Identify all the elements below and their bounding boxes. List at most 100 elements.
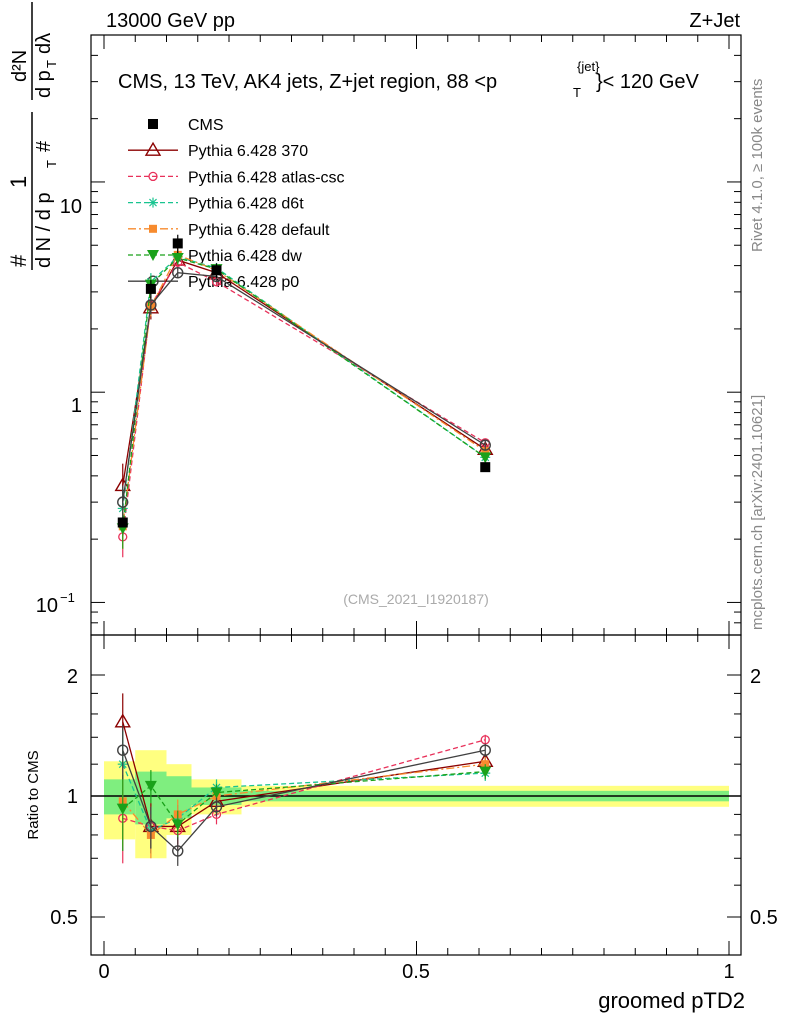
marker-open-circle [145, 820, 157, 833]
series-d6t [117, 250, 491, 535]
lower-ticks [91, 635, 741, 955]
marker-down-triangle [144, 780, 157, 792]
marker-down-triangle [210, 787, 223, 799]
legend-label: Pythia 6.428 dw [188, 248, 302, 265]
point [479, 452, 492, 464]
marker-open-circle [172, 267, 184, 279]
marker-data-square [211, 265, 222, 276]
title-sub: T [573, 85, 581, 100]
marker-data-square [117, 517, 128, 528]
marker-square [481, 447, 490, 456]
legend-entry: Pythia 6.428 d6t [128, 196, 304, 213]
ratio-ytick-label-05-right: 0.5 [750, 907, 778, 929]
ylabel-hash2: # [33, 140, 55, 152]
ratio-point [210, 801, 223, 813]
series-dw [116, 251, 492, 549]
marker-square [149, 224, 157, 233]
series-line [122, 256, 486, 509]
ytick-label-01: 10 −1 [36, 590, 75, 617]
marker-open-circle [117, 744, 129, 756]
ratio-line [122, 763, 486, 836]
marker-down-triangle [171, 252, 184, 264]
upper-ticks [91, 34, 741, 636]
marker-circle [148, 171, 158, 182]
series-p0 [117, 267, 491, 523]
point [479, 439, 491, 451]
legend-entry: Pythia 6.428 370 [128, 141, 308, 160]
ylabel-one: 1 [6, 176, 31, 188]
legend-marker [149, 224, 157, 233]
marker-data-square [172, 238, 183, 249]
legend-entry: Pythia 6.428 dw [128, 248, 302, 265]
marker-down-triangle [479, 766, 492, 778]
ylabel-T2: T [44, 60, 59, 68]
upper-series [114, 234, 494, 558]
marker-data-square [480, 462, 491, 473]
series-line [122, 257, 486, 529]
ylabel-T: T [44, 160, 59, 168]
data-point [145, 283, 156, 294]
legend-marker [144, 141, 162, 156]
legend-label: Pythia 6.428 atlas-csc [188, 169, 345, 186]
marker-open-circle [479, 439, 491, 451]
ratio-band-inner [104, 779, 136, 815]
ratio-point [479, 744, 491, 756]
marker-star-arm [149, 198, 157, 207]
marker-open-circle [117, 496, 129, 508]
marker-down-triangle [147, 250, 159, 261]
series-line [122, 261, 486, 537]
legend: CMS Pythia 6.428 370 Pythia 6.428 atlas-cs… [128, 117, 345, 291]
data-point [211, 265, 222, 276]
series-line [122, 254, 486, 527]
legend-marker [148, 197, 158, 208]
point [145, 299, 157, 311]
marker-down-triangle [479, 452, 492, 464]
xtick-label-0: 0 [98, 961, 109, 983]
point [172, 267, 184, 279]
title-main: CMS, 13 TeV, AK4 jets, Z+jet region, 88 … [118, 71, 497, 93]
data-point [480, 462, 491, 473]
ylabel-d2N: d²N [9, 50, 31, 82]
ratio-ytick-label-1: 1 [67, 786, 78, 808]
ylabel-dpT: d p [33, 70, 55, 98]
ratio-ytick-label-2-right: 2 [750, 666, 761, 688]
legend-label: Pythia 6.428 d6t [188, 196, 304, 213]
marker-triangle [144, 141, 162, 156]
marker-open-circle [172, 845, 184, 857]
ytick-label-1: 1 [71, 395, 82, 417]
header-right: Z+Jet [689, 10, 740, 32]
ratio-point [172, 845, 184, 857]
ytick-label-01-exp: −1 [60, 590, 75, 605]
ratio-point [144, 780, 157, 792]
ratio-ylabel: Ratio to CMS [25, 750, 42, 839]
xtick-label-05: 0.5 [402, 961, 430, 983]
series-default [118, 247, 490, 550]
series-line [122, 259, 486, 486]
legend-marker [147, 250, 159, 261]
title-sup: {jet} [577, 59, 600, 74]
rivet-label: Rivet 4.1.0, ≥ 100k events [749, 79, 766, 252]
ytick-label-10: 10 [60, 196, 82, 218]
series-line [122, 272, 486, 503]
ratio-series-dw [116, 764, 492, 851]
ratio-ytick-label-2: 2 [67, 666, 78, 688]
ylabel-dlambda: dλ [33, 33, 55, 54]
legend-label: Pythia 6.428 default [188, 222, 330, 239]
ytick-label-01-base: 10 [36, 595, 58, 617]
legend-entry: Pythia 6.428 atlas-csc [128, 169, 345, 186]
marker-data-square [148, 119, 158, 129]
ratio-series-p0 [117, 725, 491, 866]
legend-marker [148, 119, 158, 129]
series-p370 [114, 251, 494, 515]
upper-ylabel: # 1 d N / d p T # d²N d p T dλ [6, 2, 59, 270]
marker-open-circle [479, 744, 491, 756]
title-tail: }< 120 GeV [596, 71, 700, 93]
mcplots-label: mcplots.cern.ch [arXiv:2401.10621] [749, 395, 766, 630]
x-axis-label: groomed pTD2 [598, 988, 745, 1013]
legend-label: CMS [188, 117, 224, 134]
ratio-point [210, 787, 223, 799]
ratio-point [145, 820, 157, 833]
ratio-line [122, 763, 486, 832]
legend-entry: CMS [148, 117, 224, 134]
